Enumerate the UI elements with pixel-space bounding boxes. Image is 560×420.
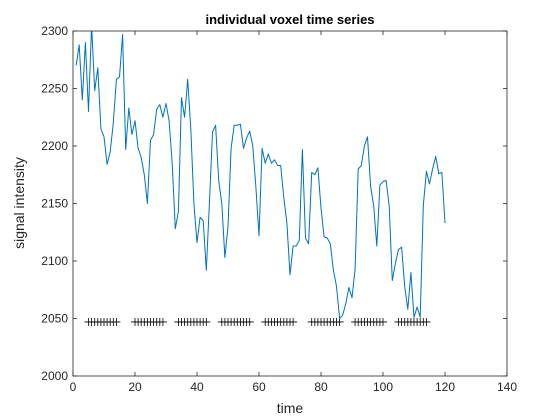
condition-marker [422,317,431,326]
condition-marker [379,317,387,326]
x-tick-label: 0 [70,380,77,394]
y-tick-label: 2050 [41,312,68,326]
condition-markers [84,317,431,326]
chart-title: individual voxel time series [205,12,374,27]
x-tick-label: 20 [128,380,142,394]
x-tick-label: 80 [314,380,328,394]
axis-ticks: 0 20 40 60 80 100 120 140 2000 2050 2100 2150 2200 22… [41,24,517,394]
y-tick-label: 2000 [41,369,68,383]
y-tick-label: 2300 [41,24,68,38]
y-axis-label: signal intensity [11,157,27,249]
condition-marker [289,317,298,326]
y-tick-label: 2200 [41,139,68,153]
x-axis-label: time [277,400,304,416]
voxel-series-line [75,31,446,319]
series-group [75,31,446,319]
condition-marker [335,317,344,326]
y-tick-label: 2150 [41,197,68,211]
condition-marker [202,317,211,326]
x-tick-label: 60 [252,380,266,394]
condition-marker [112,317,121,326]
y-tick-label: 2250 [41,82,68,96]
x-tick-label: 120 [435,380,455,394]
condition-marker [245,317,254,326]
condition-marker [158,317,167,326]
axes-box [72,30,508,377]
x-tick-label: 140 [497,380,517,394]
y-tick-label: 2100 [41,254,68,268]
x-tick-label: 40 [190,380,204,394]
x-tick-label: 100 [373,380,393,394]
